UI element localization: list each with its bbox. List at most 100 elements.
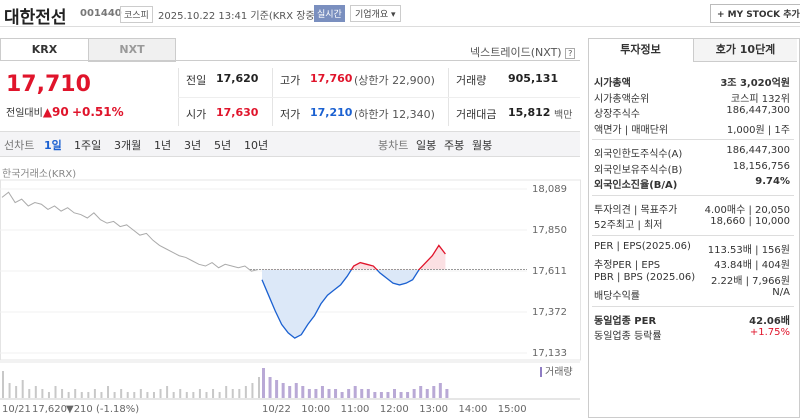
invest-value: 18,660 | 10,000 (710, 216, 790, 227)
volume-bar (159, 389, 162, 398)
candle-button[interactable]: 월봉 (472, 139, 493, 152)
krx-tab[interactable]: KRX (0, 38, 89, 61)
prev-close: 17,620 (32, 404, 67, 415)
volume-bar (399, 392, 403, 398)
company-info-button[interactable]: 기업개요 ▾ (350, 5, 401, 22)
stock-code: 001440 (80, 8, 122, 19)
period-button[interactable]: 1주일 (74, 139, 102, 152)
volume-bar (432, 386, 436, 398)
x-tick-label: 15:00 (498, 404, 527, 415)
invest-value: 3조 3,020억원 (720, 78, 790, 89)
change-value: 90 (52, 105, 69, 119)
y-tick-label: 17,850 (532, 225, 567, 236)
volume-bar (80, 392, 83, 398)
period-button[interactable]: 10년 (244, 139, 269, 152)
volume-bar (360, 389, 364, 398)
summary-row-divider (178, 97, 580, 98)
candle-group-label: 봉차트 (378, 139, 409, 152)
nxt-link-label: 넥스트레이드(NXT) (470, 46, 562, 59)
invest-value: 43.84배 | 404원 (714, 260, 790, 271)
volume-bar (340, 392, 344, 398)
nxt-tab[interactable]: NXT (88, 38, 176, 62)
invest-divider (592, 305, 794, 307)
invest-value: 186,447,300 (726, 145, 790, 156)
invest-tab[interactable]: 호가 10단계 (693, 39, 797, 62)
volume-bar (294, 383, 298, 398)
volume-bar (353, 386, 357, 398)
summary-value: 17,630 (216, 106, 259, 119)
volume-bar (218, 392, 221, 398)
x-tick-label: 11:00 (341, 404, 370, 415)
volume-legend: 거래량 (545, 366, 573, 378)
invest-label: 추정PER | EPS (594, 260, 661, 271)
summary-value: 17,210 (310, 106, 353, 119)
prev-change: ▼210 (-1.18%) (66, 404, 139, 415)
invest-value: 2.22배 | 7,966원 (710, 275, 790, 287)
summary-label: 저가 (280, 108, 301, 121)
invest-value: 18,156,756 (732, 160, 790, 172)
summary-label: 시가 (186, 108, 207, 121)
today-line-above (350, 244, 446, 270)
volume-bar (67, 392, 70, 398)
today-line-below (261, 270, 420, 339)
volume-bar (445, 389, 449, 398)
volume-bar (393, 389, 396, 398)
invest-divider (592, 234, 794, 236)
nxt-link[interactable]: 넥스트레이드(NXT) ? (470, 44, 576, 60)
candle-button[interactable]: 일봉 (416, 139, 437, 152)
volume-bar (406, 392, 410, 398)
volume-bar (15, 386, 18, 398)
period-button[interactable]: 1일 (44, 139, 62, 152)
volume-bar (185, 392, 188, 398)
volume-bar (34, 386, 37, 398)
summary-label: 고가 (280, 74, 301, 87)
volume-bar (314, 389, 318, 398)
volume-bar (74, 389, 77, 398)
my-stock-button[interactable]: + MY STOCK 추가 (710, 4, 800, 23)
volume-bar (212, 389, 215, 398)
volume-bar (93, 389, 96, 398)
invest-value: 9.74% (755, 176, 790, 187)
candle-button[interactable]: 주봉 (444, 139, 465, 152)
volume-bar (192, 392, 195, 398)
period-button[interactable]: 3개월 (114, 139, 142, 152)
volume-bar (251, 383, 254, 398)
volume-bar (120, 389, 123, 398)
invest-label: 외국인소진율(B/A) (594, 180, 678, 191)
invest-value: 186,447,300 (726, 105, 790, 116)
volume-bar (87, 392, 90, 398)
period-button[interactable]: 3년 (184, 139, 202, 152)
period-group-label: 선차트 (4, 139, 35, 152)
summary-value: 17,620 (216, 72, 259, 85)
y-tick-label: 17,611 (532, 266, 567, 277)
volume-bar (2, 371, 4, 398)
x-tick-label: 14:00 (459, 404, 488, 415)
volume-bar (107, 386, 110, 398)
summary-extra: (하한가 12,340) (354, 108, 435, 121)
volume-bar (301, 386, 305, 398)
volume-bar (373, 392, 377, 398)
x-tick-label: 10:00 (301, 404, 330, 415)
invest-tab[interactable]: 투자정보 (589, 39, 692, 62)
volume-bar (386, 392, 390, 398)
invest-label: 52주최고 | 최저 (594, 220, 663, 231)
period-button[interactable]: 1년 (154, 139, 172, 152)
current-price: 17,710 (6, 72, 91, 97)
volume-bar (113, 392, 116, 398)
invest-value: 1,000원 | 1주 (726, 124, 790, 136)
invest-label: 외국인보유주식수(B) (594, 164, 683, 176)
volume-bar (320, 386, 324, 398)
volume-bar (28, 389, 31, 398)
volume-bar (146, 392, 149, 398)
invest-value: 코스피 132위 (730, 93, 790, 105)
volume-bar (205, 392, 208, 398)
volume-bar (419, 386, 423, 398)
period-bar (0, 131, 580, 157)
header-divider (0, 26, 800, 27)
period-button[interactable]: 5년 (214, 139, 232, 152)
volume-bar (281, 383, 285, 398)
tab-divider (0, 60, 580, 61)
volume-bar (438, 383, 442, 398)
summary-value: 15,812 (508, 106, 551, 119)
